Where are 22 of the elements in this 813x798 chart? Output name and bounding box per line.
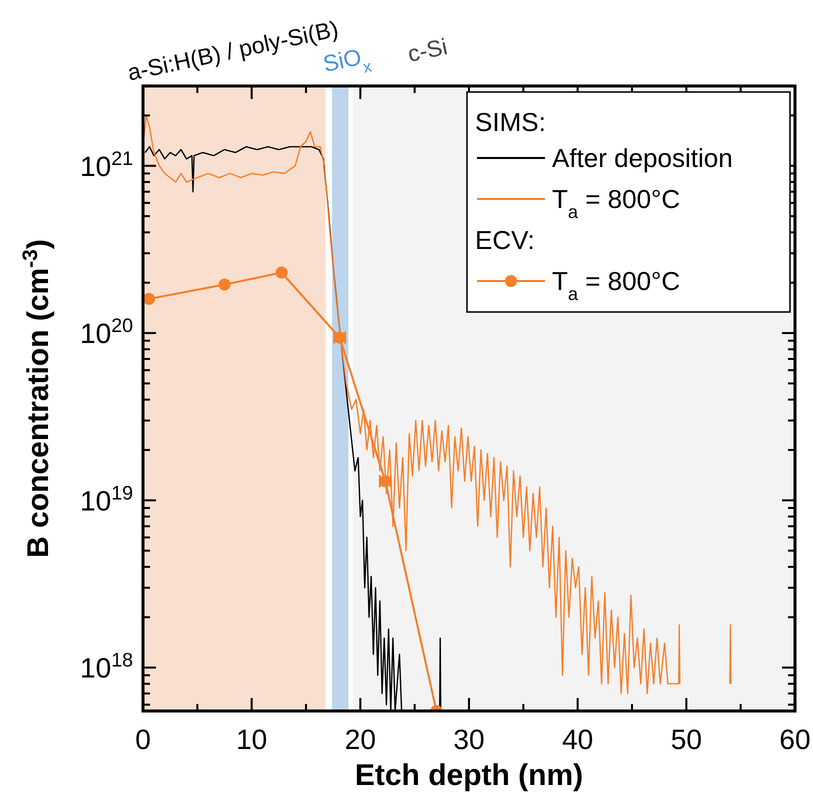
point [218,278,230,291]
x-tick-label: 40 [562,724,594,755]
legend-label: After deposition [552,143,733,173]
y-tick-label: 10$^{21}$ [80,148,133,182]
legend-label: T$_{a}$ = 800°C [552,184,680,222]
y-tick-label: 10$^{19}$ [80,482,133,516]
y-tick-label: 10$^{18}$ [80,650,134,684]
x-tick-label: 60 [779,724,811,755]
x-tick-label: 10 [236,724,268,755]
y-tick-label: 10$^{20}$ [80,315,134,350]
legend-title: SIMS: [475,107,546,137]
x-tick-label: 20 [344,724,376,755]
x-tick-label: 0 [135,724,151,755]
point [143,292,155,305]
band-label: c-Si [405,33,450,67]
x-tick-label: 30 [453,724,485,755]
x-axis-title: Etch depth (nm) [354,759,584,792]
point [379,475,392,488]
point [276,266,288,279]
legend-label: T$_{a}$ = 800°C [552,266,680,304]
annotation: ECV: [475,225,535,255]
x-tick-label: 50 [670,724,702,755]
